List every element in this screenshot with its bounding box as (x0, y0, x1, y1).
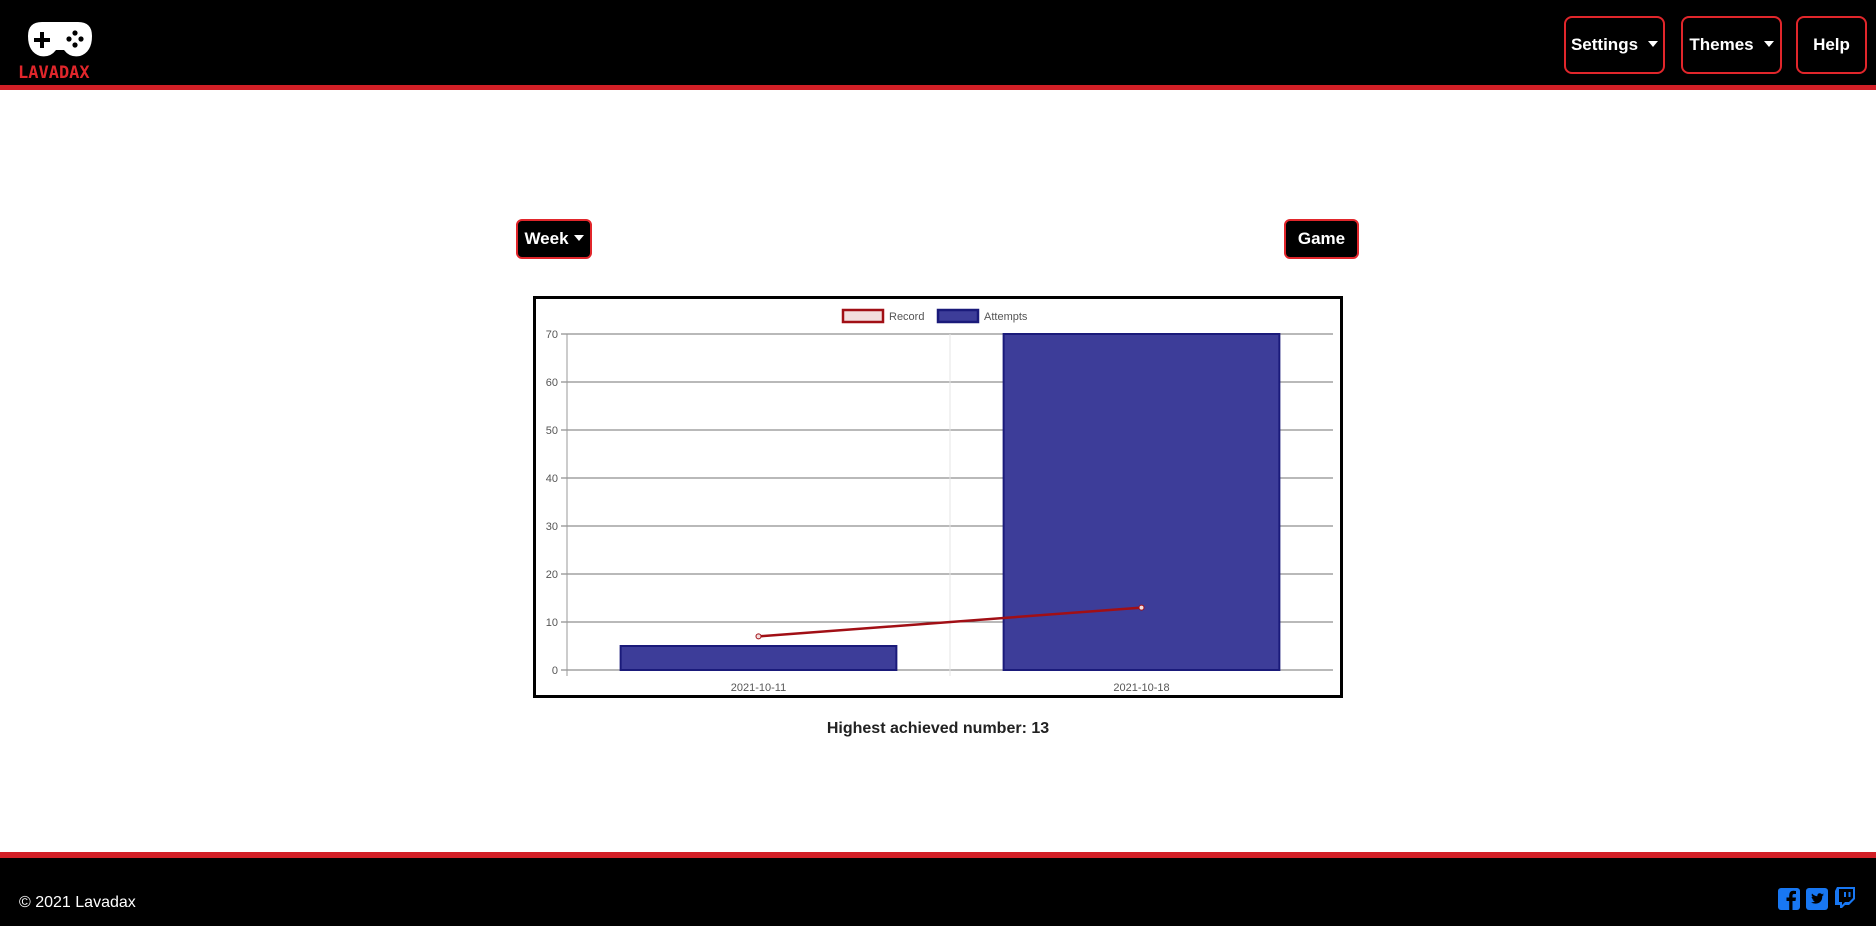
highest-achieved-text: Highest achieved number: 13 (826, 720, 1050, 737)
attempts-bar (1002, 333, 1281, 671)
period-dropdown-button[interactable]: Week (516, 219, 592, 259)
settings-dropdown-button[interactable]: Settings (1564, 16, 1665, 74)
footer: © 2021 Lavadax (0, 852, 1876, 926)
copyright-text: © 2021 Lavadax (19, 894, 136, 911)
themes-dropdown-button[interactable]: Themes (1681, 16, 1782, 74)
y-tick-label: 0 (552, 665, 558, 677)
record-point (1138, 604, 1145, 611)
gamepad-icon[interactable] (18, 14, 102, 84)
themes-label: Themes (1689, 35, 1754, 54)
help-button[interactable]: Help (1796, 16, 1867, 74)
x-tick-label: 2021-10-18 (1113, 682, 1169, 694)
caret-down-icon (1648, 40, 1659, 47)
settings-label: Settings (1570, 35, 1639, 54)
caret-down-icon (573, 234, 584, 241)
attempts-record-chart: 0 10 20 30 40 50 60 70 2021-10-11 2021-10-18 Recor… (546, 308, 1333, 694)
y-tick-label: 10 (546, 617, 558, 629)
twitter-icon[interactable] (1805, 887, 1829, 911)
legend-record-label: Record (889, 311, 924, 323)
y-tick-label: 20 (546, 569, 558, 581)
chart-container: 0 10 20 30 40 50 60 70 2021-10-11 2021-10-18 Recor… (533, 296, 1343, 698)
x-tick-label: 2021-10-11 (731, 682, 786, 694)
y-tick-label: 50 (546, 425, 558, 437)
game-label: Game (1297, 229, 1346, 248)
facebook-icon[interactable] (1777, 887, 1801, 911)
caret-down-icon (1763, 40, 1774, 47)
attempts-bar (619, 645, 898, 671)
game-button[interactable]: Game (1284, 219, 1359, 259)
legend-attempts-label: Attempts (984, 311, 1028, 323)
help-label: Help (1813, 35, 1850, 54)
y-tick-label: 70 (546, 329, 558, 341)
y-tick-label: 40 (546, 473, 558, 485)
legend-record-swatch (841, 308, 885, 324)
period-label: Week (524, 229, 569, 248)
y-tick-label: 60 (546, 377, 558, 389)
y-tick-label: 30 (546, 521, 558, 533)
record-point (755, 633, 762, 640)
legend-attempts-swatch (936, 308, 980, 324)
navbar: LAVADAX Settings Themes Help (0, 0, 1876, 90)
twitch-icon[interactable] (1833, 885, 1857, 909)
record-line (758, 606, 1142, 638)
logo-text[interactable]: LAVADAX (18, 63, 90, 83)
